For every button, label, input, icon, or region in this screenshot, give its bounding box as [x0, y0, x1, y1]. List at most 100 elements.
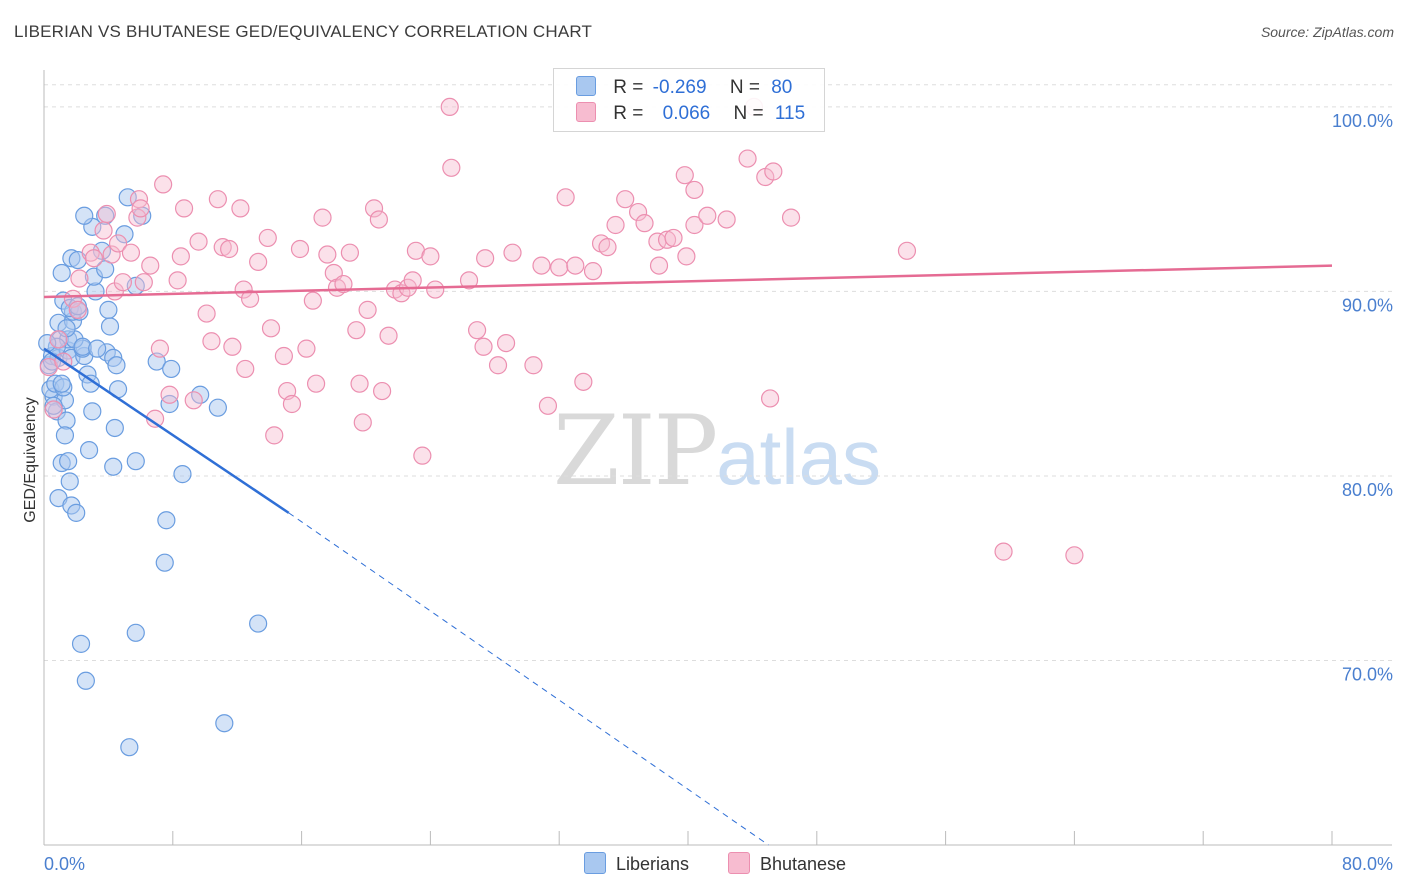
bhutanese-point: [261, 319, 281, 338]
bhutanese-point: [282, 394, 302, 414]
liberian-point: [71, 634, 91, 653]
bhutanese-point: [994, 542, 1013, 561]
y-tick-label: 70.0%: [1342, 664, 1393, 684]
bhutanese-point: [532, 256, 551, 275]
bhutanese-point: [556, 188, 575, 207]
bhutanese-point: [223, 337, 242, 356]
bottom-legend-bhutanese: Bhutanese: [728, 852, 846, 876]
bhutanese-point: [49, 330, 68, 349]
liberian-point: [67, 503, 86, 522]
bhutanese-swatch-icon: [576, 102, 596, 122]
bhutanese-point: [129, 190, 149, 209]
source-label: Source: ZipAtlas.com: [1260, 24, 1394, 40]
legend: R = -0.269 N = 80 R = 0.066 N = 115: [553, 68, 825, 132]
legend-r-label: R =: [613, 103, 644, 124]
bhutanese-point: [657, 230, 677, 249]
x-tick-label: 80.0%: [1342, 854, 1393, 874]
liberian-trend-line: [43, 347, 290, 514]
bhutanese-point: [440, 97, 459, 117]
bhutanese-point: [635, 214, 654, 233]
liberian-point: [75, 206, 94, 225]
liberian-point: [118, 188, 137, 207]
bhutanese-point: [150, 339, 170, 358]
bhutanese-point: [403, 271, 422, 290]
liberian-point: [155, 553, 174, 572]
bhutanese-point: [184, 391, 203, 410]
liberian-point: [104, 457, 123, 476]
bhutanese-point: [421, 247, 440, 266]
liberian-trend-extension: [288, 512, 769, 846]
y-tick-label: 90.0%: [1342, 295, 1393, 315]
liberian-point: [173, 465, 192, 484]
liberian-point: [52, 374, 71, 393]
bhutanese-point: [202, 332, 221, 351]
bhutanese-point: [121, 243, 141, 262]
bhutanese-point: [369, 210, 388, 229]
bhutanese-point: [353, 413, 372, 432]
bhutanese-point: [474, 337, 493, 356]
liberian-point: [215, 714, 234, 733]
bhutanese-point: [764, 162, 783, 181]
legend-n-value: 115: [774, 103, 806, 124]
bhutanese-point: [208, 190, 227, 209]
legend-row-bhutanese: R = 0.066 N = 115: [576, 102, 805, 126]
liberian-point: [157, 511, 176, 530]
bhutanese-point: [141, 256, 160, 275]
liberian-swatch-icon: [576, 76, 596, 96]
bhutanese-point: [350, 374, 369, 393]
bhutanese-point: [189, 232, 208, 251]
watermark-zip: ZIP: [553, 395, 718, 507]
bhutanese-point: [598, 238, 617, 257]
bhutanese-point: [68, 300, 87, 319]
bhutanese-point: [442, 158, 461, 177]
bhutanese-point: [154, 175, 173, 194]
bhutanese-point: [664, 228, 683, 248]
liberian-point: [83, 402, 102, 421]
bhutanese-point: [134, 273, 153, 292]
bhutanese-point: [240, 289, 260, 308]
liberian-point: [162, 359, 181, 379]
watermark: ZIPatlas: [553, 395, 881, 507]
bhutanese-point: [524, 356, 543, 375]
bhutanese-point: [249, 252, 268, 272]
liberian-point: [79, 441, 99, 460]
bhutanese-point: [738, 149, 757, 168]
bhutanese-point: [717, 210, 736, 229]
liberian-point: [76, 671, 95, 690]
watermark-atlas: atlas: [716, 413, 881, 501]
bhutanese-point: [459, 271, 479, 290]
bhutanese-point: [538, 396, 558, 415]
bhutanese-point: [334, 274, 353, 294]
bhutanese-point: [81, 243, 100, 262]
bhutanese-point: [467, 321, 487, 340]
bhutanese-point: [231, 199, 250, 218]
bhutanese-point: [290, 239, 310, 259]
liberian-swatch-icon: [584, 852, 606, 874]
bhutanese-point: [550, 258, 569, 277]
bhutanese-point: [220, 239, 239, 259]
bottom-legend-liberians: Liberians: [584, 852, 689, 876]
bhutanese-point: [685, 215, 704, 235]
liberian-point: [107, 356, 126, 375]
legend-r-value: 0.066: [662, 103, 711, 124]
liberian-point: [105, 418, 124, 438]
bhutanese-point: [358, 300, 377, 319]
liberian-point: [160, 394, 179, 414]
liberian-point: [55, 426, 75, 445]
bhutanese-point: [566, 256, 585, 275]
bhutanese-point: [503, 243, 522, 262]
bhutanese-point: [496, 333, 516, 353]
bhutanese-point: [574, 372, 593, 391]
bhutanese-point: [649, 256, 669, 275]
bhutanese-point: [628, 202, 648, 222]
bhutanese-points: [39, 97, 1084, 565]
bhutanese-point: [70, 269, 89, 288]
bhutanese-point: [258, 228, 277, 248]
liberian-point: [100, 317, 120, 336]
liberian-point: [126, 452, 145, 471]
bhutanese-point: [313, 208, 332, 227]
bhutanese-point: [426, 280, 445, 299]
chart-title: LIBERIAN VS BHUTANESE GED/EQUIVALENCY CO…: [14, 22, 593, 41]
bhutanese-point: [413, 446, 432, 465]
